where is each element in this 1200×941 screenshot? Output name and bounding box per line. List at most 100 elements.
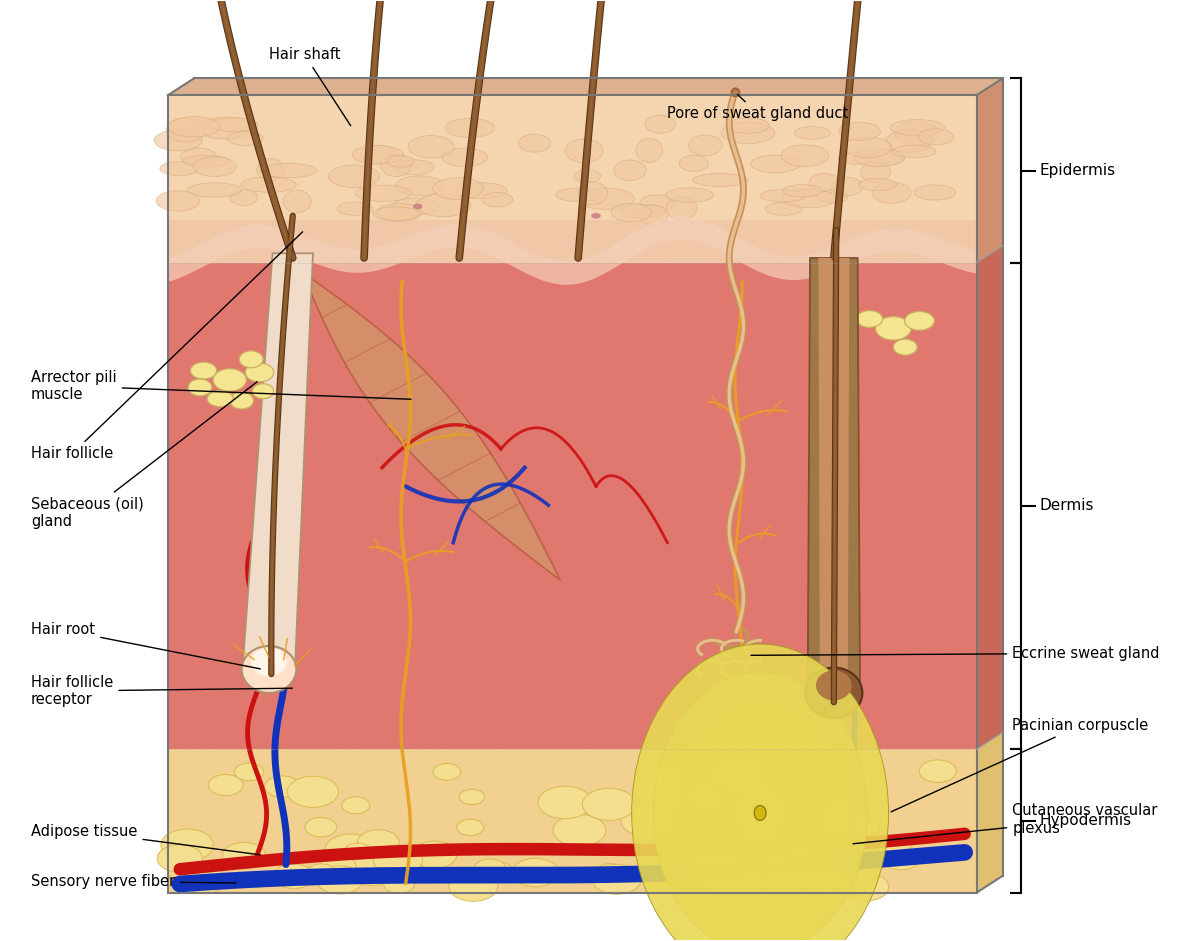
Ellipse shape (329, 165, 380, 187)
Ellipse shape (168, 117, 220, 137)
Ellipse shape (844, 137, 892, 157)
Ellipse shape (919, 760, 956, 783)
Ellipse shape (474, 859, 506, 878)
Ellipse shape (893, 145, 936, 158)
Ellipse shape (665, 188, 714, 202)
Ellipse shape (754, 805, 766, 821)
Ellipse shape (305, 818, 337, 837)
Text: Pacinian corpuscle: Pacinian corpuscle (892, 718, 1148, 812)
Text: Hair follicle: Hair follicle (31, 231, 302, 461)
Ellipse shape (696, 728, 824, 898)
Ellipse shape (337, 202, 372, 215)
Polygon shape (977, 78, 1003, 263)
Ellipse shape (592, 213, 601, 218)
Ellipse shape (229, 392, 253, 409)
Ellipse shape (721, 122, 775, 144)
Ellipse shape (538, 787, 592, 819)
Ellipse shape (245, 363, 274, 382)
Ellipse shape (481, 193, 512, 207)
Ellipse shape (222, 842, 265, 869)
Ellipse shape (914, 184, 955, 200)
Ellipse shape (905, 311, 935, 330)
Text: Hair shaft: Hair shaft (269, 47, 350, 126)
Ellipse shape (640, 766, 680, 790)
Ellipse shape (727, 118, 769, 134)
Ellipse shape (750, 155, 800, 173)
Text: Hair follicle
receptor: Hair follicle receptor (31, 675, 293, 708)
Ellipse shape (265, 776, 300, 797)
Ellipse shape (161, 829, 214, 861)
Ellipse shape (260, 164, 317, 178)
Ellipse shape (377, 203, 421, 221)
Ellipse shape (227, 132, 263, 146)
Ellipse shape (796, 866, 840, 892)
Ellipse shape (342, 797, 370, 814)
Ellipse shape (160, 162, 199, 176)
Ellipse shape (578, 188, 635, 210)
Ellipse shape (781, 145, 829, 167)
Ellipse shape (457, 820, 484, 836)
Ellipse shape (614, 160, 646, 181)
Ellipse shape (718, 757, 803, 869)
Ellipse shape (640, 195, 676, 211)
Ellipse shape (460, 789, 485, 805)
Ellipse shape (894, 121, 940, 145)
Ellipse shape (766, 202, 803, 215)
Ellipse shape (692, 173, 748, 186)
Ellipse shape (653, 672, 868, 941)
Ellipse shape (782, 189, 836, 208)
Ellipse shape (157, 845, 203, 872)
Ellipse shape (760, 190, 805, 202)
Ellipse shape (191, 362, 217, 379)
Ellipse shape (181, 148, 217, 166)
Ellipse shape (518, 135, 551, 152)
Text: Sensory nerve fiber: Sensory nerve fiber (31, 874, 236, 889)
Polygon shape (168, 78, 1003, 95)
Ellipse shape (182, 155, 229, 167)
Ellipse shape (344, 843, 371, 860)
Polygon shape (168, 749, 977, 893)
Ellipse shape (689, 135, 722, 156)
Polygon shape (977, 732, 1003, 893)
Ellipse shape (636, 782, 679, 808)
Ellipse shape (839, 122, 881, 140)
Ellipse shape (355, 185, 412, 201)
Ellipse shape (655, 794, 680, 809)
Ellipse shape (842, 873, 889, 901)
Ellipse shape (412, 841, 457, 869)
Text: Epidermis: Epidermis (1039, 163, 1116, 178)
Ellipse shape (805, 667, 863, 718)
Ellipse shape (395, 160, 434, 175)
Ellipse shape (704, 869, 745, 894)
Ellipse shape (766, 845, 815, 874)
Ellipse shape (325, 834, 377, 866)
Ellipse shape (257, 158, 284, 182)
Text: Pore of sweat gland duct: Pore of sweat gland duct (667, 94, 848, 121)
Ellipse shape (512, 858, 559, 886)
Ellipse shape (408, 136, 455, 158)
Ellipse shape (449, 871, 498, 901)
Text: Arrector pili
muscle: Arrector pili muscle (31, 370, 410, 402)
Ellipse shape (391, 199, 438, 215)
Ellipse shape (731, 874, 763, 894)
Ellipse shape (433, 763, 461, 780)
Ellipse shape (386, 155, 414, 167)
Ellipse shape (384, 874, 415, 893)
Ellipse shape (239, 351, 263, 368)
Ellipse shape (806, 869, 835, 887)
Ellipse shape (816, 189, 848, 203)
Ellipse shape (455, 183, 508, 199)
Ellipse shape (317, 866, 362, 894)
Ellipse shape (187, 183, 241, 198)
Ellipse shape (484, 862, 512, 880)
Ellipse shape (882, 835, 912, 853)
Ellipse shape (838, 152, 875, 165)
Polygon shape (168, 263, 977, 749)
Ellipse shape (214, 369, 246, 391)
Ellipse shape (886, 130, 932, 152)
Text: Sebaceous (oil)
gland: Sebaceous (oil) gland (31, 382, 257, 529)
Ellipse shape (347, 854, 398, 885)
Ellipse shape (882, 847, 919, 870)
Ellipse shape (241, 646, 296, 693)
Ellipse shape (193, 157, 236, 177)
